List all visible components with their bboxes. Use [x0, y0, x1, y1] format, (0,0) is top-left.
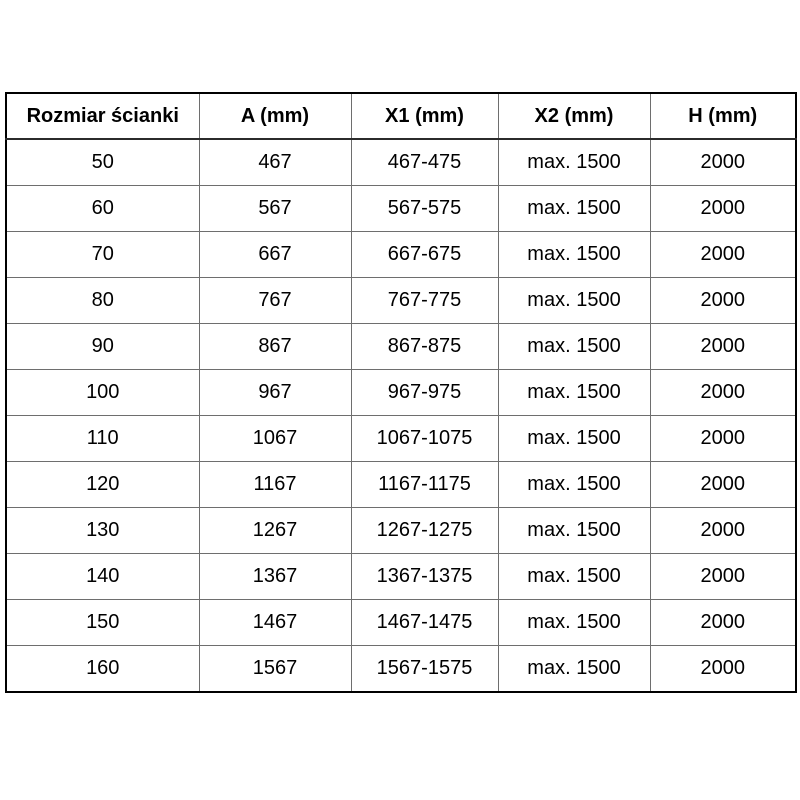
table-cell: 1367-1375 — [350, 553, 499, 600]
table-body: 50 467 467-475 max. 1500 2000 60 567 567-575 max… — [5, 138, 797, 693]
table-cell: 967 — [198, 369, 352, 416]
table-cell: 90 — [5, 323, 200, 370]
table-cell: 2000 — [649, 277, 797, 324]
table-cell: 567-575 — [350, 185, 499, 232]
size-spec-table-container: Rozmiar ścianki A (mm) X1 (mm) X2 (mm) H (mm… — [5, 92, 797, 693]
table-cell: 1367 — [198, 553, 352, 600]
table-cell: 50 — [5, 138, 200, 186]
column-header: H (mm) — [649, 92, 797, 140]
table-cell: 767-775 — [350, 277, 499, 324]
table-cell: 467 — [198, 138, 352, 186]
table-cell: 140 — [5, 553, 200, 600]
table-cell: 1267-1275 — [350, 507, 499, 554]
table-cell: 160 — [5, 645, 200, 693]
table-cell: 2000 — [649, 461, 797, 508]
table-row: 110 1067 1067-1075 max. 1500 2000 — [5, 415, 797, 462]
table-cell: 2000 — [649, 599, 797, 646]
table-cell: 2000 — [649, 415, 797, 462]
table-cell: 1467 — [198, 599, 352, 646]
table-cell: max. 1500 — [497, 461, 651, 508]
table-cell: 1267 — [198, 507, 352, 554]
table-cell: 2000 — [649, 231, 797, 278]
table-cell: 1067-1075 — [350, 415, 499, 462]
table-cell: 1167 — [198, 461, 352, 508]
table-cell: max. 1500 — [497, 507, 651, 554]
table-cell: 1067 — [198, 415, 352, 462]
table-cell: 1467-1475 — [350, 599, 499, 646]
table-row: 70 667 667-675 max. 1500 2000 — [5, 231, 797, 278]
table-cell: 467-475 — [350, 138, 499, 186]
column-header: Rozmiar ścianki — [5, 92, 200, 140]
table-row: 50 467 467-475 max. 1500 2000 — [5, 138, 797, 186]
table-cell: 1567 — [198, 645, 352, 693]
table-cell: 2000 — [649, 185, 797, 232]
table-cell: max. 1500 — [497, 185, 651, 232]
table-cell: max. 1500 — [497, 323, 651, 370]
table-cell: 567 — [198, 185, 352, 232]
table-row: 120 1167 1167-1175 max. 1500 2000 — [5, 461, 797, 508]
column-header: X2 (mm) — [497, 92, 651, 140]
table-cell: max. 1500 — [497, 645, 651, 693]
table-cell: 1567-1575 — [350, 645, 499, 693]
table-cell: 130 — [5, 507, 200, 554]
table-cell: max. 1500 — [497, 553, 651, 600]
table-row: 80 767 767-775 max. 1500 2000 — [5, 277, 797, 324]
table-row: 140 1367 1367-1375 max. 1500 2000 — [5, 553, 797, 600]
table-cell: 867 — [198, 323, 352, 370]
table-cell: max. 1500 — [497, 599, 651, 646]
table-cell: max. 1500 — [497, 277, 651, 324]
table-row: 160 1567 1567-1575 max. 1500 2000 — [5, 645, 797, 693]
size-spec-table: Rozmiar ścianki A (mm) X1 (mm) X2 (mm) H (mm… — [5, 92, 797, 693]
table-cell: 767 — [198, 277, 352, 324]
column-header: A (mm) — [198, 92, 352, 140]
table-row: 60 567 567-575 max. 1500 2000 — [5, 185, 797, 232]
table-row: 150 1467 1467-1475 max. 1500 2000 — [5, 599, 797, 646]
table-cell: max. 1500 — [497, 415, 651, 462]
table-cell: 2000 — [649, 323, 797, 370]
table-cell: 110 — [5, 415, 200, 462]
table-row: 130 1267 1267-1275 max. 1500 2000 — [5, 507, 797, 554]
column-header: X1 (mm) — [350, 92, 499, 140]
table-cell: 120 — [5, 461, 200, 508]
table-cell: 2000 — [649, 507, 797, 554]
table-cell: 2000 — [649, 369, 797, 416]
header-row: Rozmiar ścianki A (mm) X1 (mm) X2 (mm) H (mm… — [5, 92, 797, 140]
table-cell: 70 — [5, 231, 200, 278]
table-row: 100 967 967-975 max. 1500 2000 — [5, 369, 797, 416]
table-cell: 60 — [5, 185, 200, 232]
table-cell: 867-875 — [350, 323, 499, 370]
table-row: 90 867 867-875 max. 1500 2000 — [5, 323, 797, 370]
table-cell: 100 — [5, 369, 200, 416]
table-cell: 150 — [5, 599, 200, 646]
table-cell: 967-975 — [350, 369, 499, 416]
table-cell: 1167-1175 — [350, 461, 499, 508]
table-cell: 2000 — [649, 645, 797, 693]
table-cell: 667 — [198, 231, 352, 278]
table-cell: 2000 — [649, 138, 797, 186]
table-cell: 667-675 — [350, 231, 499, 278]
table-cell: 80 — [5, 277, 200, 324]
table-cell: max. 1500 — [497, 369, 651, 416]
table-cell: max. 1500 — [497, 231, 651, 278]
table-cell: max. 1500 — [497, 138, 651, 186]
table-cell: 2000 — [649, 553, 797, 600]
